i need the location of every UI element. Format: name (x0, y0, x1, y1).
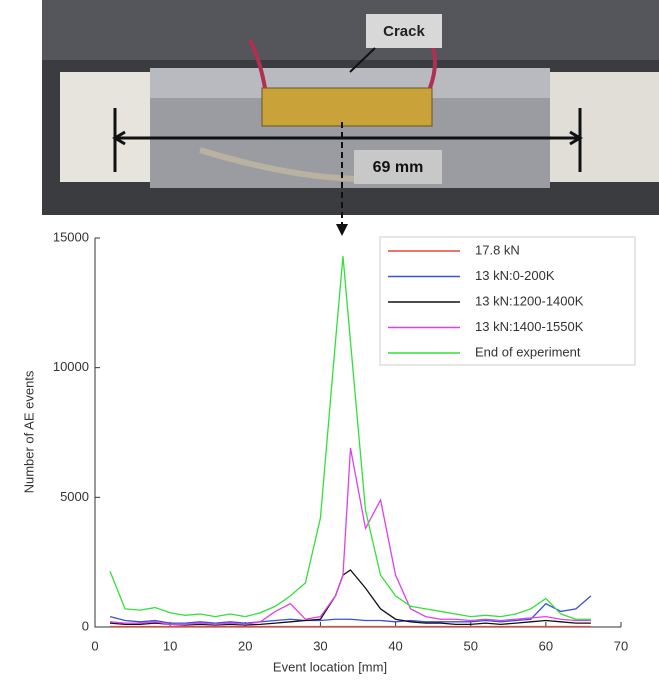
y-tick-label: 10000 (53, 359, 89, 374)
y-tick-label: 0 (82, 618, 89, 633)
x-tick-label: 70 (614, 638, 628, 653)
x-tick-label: 30 (313, 638, 327, 653)
legend-label: 13 kN:1400-1550K (475, 319, 584, 334)
legend-box (379, 236, 636, 366)
photo: Crack 69 mm (42, 0, 659, 236)
x-tick-label: 60 (539, 638, 553, 653)
series-line (109, 447, 591, 626)
x-tick-label: 20 (238, 638, 252, 653)
series-line (109, 595, 592, 624)
legend-label: 13 kN:0-200K (475, 268, 555, 283)
x-axis-label: Event location [mm] (273, 659, 387, 674)
x-tick-label: 50 (463, 638, 477, 653)
crack-label: Crack (383, 23, 425, 40)
y-axis-label: Number of AE events (21, 370, 36, 493)
x-tick-label: 10 (163, 638, 177, 653)
y-tick-label: 15000 (53, 229, 89, 244)
plot: 0 10 20 30 40 50 60 70 0 5000 10000 15000 17.8 kN 13 … (53, 229, 636, 653)
length-label: 69 mm (373, 159, 424, 176)
y-tick-label: 5000 (60, 489, 89, 504)
x-tick-label: 40 (388, 638, 402, 653)
series-line (109, 256, 591, 620)
legend-label: 13 kN:1200-1400K (475, 293, 584, 308)
legend-label: 17.8 kN (475, 242, 520, 257)
series-line (109, 569, 591, 626)
legend-label: End of experiment (475, 344, 581, 359)
x-tick-label: 0 (91, 638, 98, 653)
